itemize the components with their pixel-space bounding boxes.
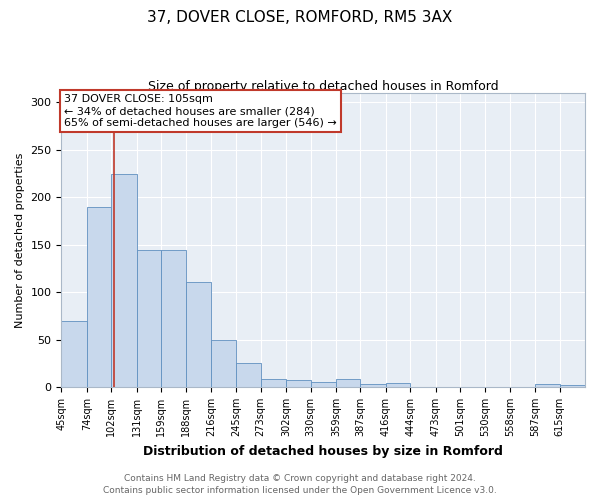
Bar	[61, 320, 87, 387]
Bar	[286, 380, 311, 387]
Bar	[211, 340, 236, 387]
Text: 37, DOVER CLOSE, ROMFORD, RM5 3AX: 37, DOVER CLOSE, ROMFORD, RM5 3AX	[148, 10, 452, 25]
Bar	[236, 364, 261, 387]
Bar	[361, 384, 386, 387]
Bar	[560, 385, 585, 387]
Title: Size of property relative to detached houses in Romford: Size of property relative to detached ho…	[148, 80, 499, 93]
Bar	[187, 282, 211, 387]
Bar	[261, 378, 286, 387]
Bar	[386, 384, 410, 387]
Bar	[161, 250, 187, 387]
Bar	[137, 250, 161, 387]
X-axis label: Distribution of detached houses by size in Romford: Distribution of detached houses by size …	[143, 444, 503, 458]
Text: Contains HM Land Registry data © Crown copyright and database right 2024.
Contai: Contains HM Land Registry data © Crown c…	[103, 474, 497, 495]
Y-axis label: Number of detached properties: Number of detached properties	[15, 152, 25, 328]
Bar	[311, 382, 336, 387]
Bar	[87, 207, 111, 387]
Bar	[111, 174, 137, 387]
Text: 37 DOVER CLOSE: 105sqm
← 34% of detached houses are smaller (284)
65% of semi-de: 37 DOVER CLOSE: 105sqm ← 34% of detached…	[64, 94, 337, 128]
Bar	[336, 378, 361, 387]
Bar	[535, 384, 560, 387]
